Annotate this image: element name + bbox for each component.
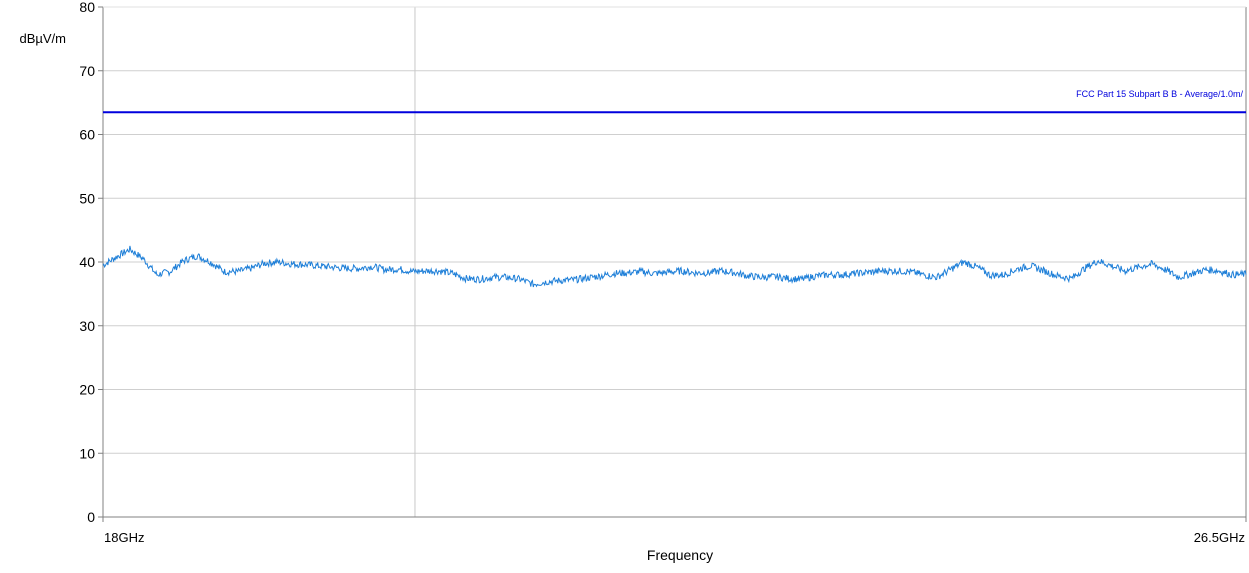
label-layer: dBµV/m Frequency FCC Part 15 Subpart B B… <box>19 0 1245 563</box>
y-tick-label: 70 <box>79 63 95 79</box>
limit-line-label: FCC Part 15 Subpart B B - Average/1.0m/ <box>1076 89 1243 99</box>
y-tick-label: 50 <box>79 190 95 206</box>
y-tick-label: 60 <box>79 127 95 143</box>
y-tick-label: 20 <box>79 382 95 398</box>
y-tick-label: 0 <box>87 509 95 525</box>
measurement-trace <box>102 245 1247 288</box>
axis-layer <box>98 6 1247 522</box>
series-layer <box>102 245 1247 288</box>
x-tick-label-start: 18GHz <box>104 530 144 545</box>
y-tick-label: 40 <box>79 254 95 270</box>
x-axis-label: Frequency <box>647 547 713 563</box>
y-tick-label: 30 <box>79 318 95 334</box>
y-axis-label: dBµV/m <box>19 31 66 46</box>
y-tick-label: 10 <box>79 445 95 461</box>
y-tick-label: 80 <box>79 0 95 15</box>
x-tick-label-end: 26.5GHz <box>1194 530 1245 545</box>
